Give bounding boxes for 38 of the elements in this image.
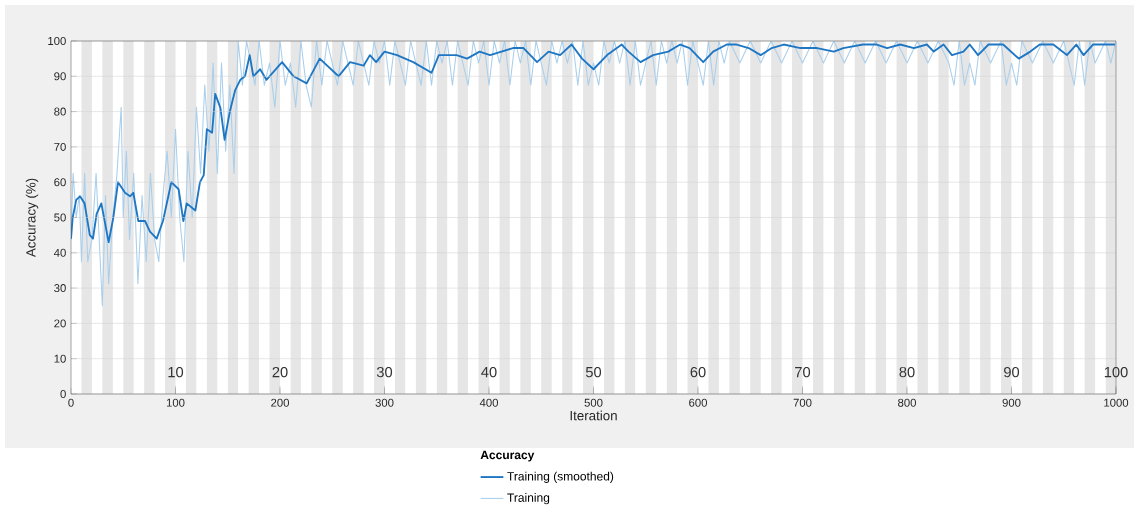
x2-tick-label: 100 bbox=[1104, 366, 1128, 378]
x2-tick-label: 50 bbox=[585, 366, 602, 378]
legend-label: Training bbox=[507, 493, 550, 505]
x-tick-label: 600 bbox=[689, 398, 708, 407]
x-tick-label: 400 bbox=[479, 398, 499, 407]
x2-tick-label: 60 bbox=[690, 366, 706, 378]
x2-tick-label: 20 bbox=[272, 366, 288, 378]
x-tick-label: 800 bbox=[898, 398, 916, 407]
y-tick-label: 30 bbox=[54, 284, 66, 293]
x-tick-label: 900 bbox=[1002, 398, 1021, 407]
y-tick-label: 40 bbox=[53, 248, 66, 257]
x-tick-label: 100 bbox=[166, 398, 185, 407]
y-tick-label: 0 bbox=[60, 389, 66, 398]
x-axis-title: Iteration bbox=[570, 410, 617, 421]
x-tick-label: 500 bbox=[584, 398, 603, 407]
x2-tick-label: 80 bbox=[899, 366, 915, 378]
legend-label: Training (smoothed) bbox=[507, 471, 614, 483]
y-tick-label: 10 bbox=[54, 354, 66, 363]
y-tick-label: 80 bbox=[54, 107, 66, 116]
x-tick-label: 300 bbox=[375, 398, 394, 407]
x-tick-label: 700 bbox=[793, 398, 812, 407]
y-tick-label: 20 bbox=[54, 319, 66, 328]
x2-tick-label: 10 bbox=[168, 366, 184, 378]
y-tick-label: 70 bbox=[54, 142, 66, 151]
x-tick-label: 200 bbox=[271, 398, 290, 407]
x2-tick-label: 90 bbox=[1004, 366, 1020, 378]
y-tick-label: 90 bbox=[54, 72, 66, 81]
x2-tick-label: 30 bbox=[376, 366, 393, 378]
x-tick-label: 0 bbox=[68, 398, 74, 407]
x2-tick-label: 40 bbox=[481, 366, 497, 378]
y-axis-title: Accuracy (%) bbox=[25, 178, 39, 258]
legend-title: Accuracy bbox=[480, 450, 535, 462]
line-series bbox=[71, 40, 1116, 307]
x-tick-label: 1000 bbox=[1104, 398, 1129, 407]
y-tick-label: 100 bbox=[48, 36, 66, 45]
x2-tick-label: 70 bbox=[795, 366, 811, 378]
y-tick-label: 50 bbox=[54, 213, 66, 222]
y-tick-label: 60 bbox=[54, 178, 66, 187]
